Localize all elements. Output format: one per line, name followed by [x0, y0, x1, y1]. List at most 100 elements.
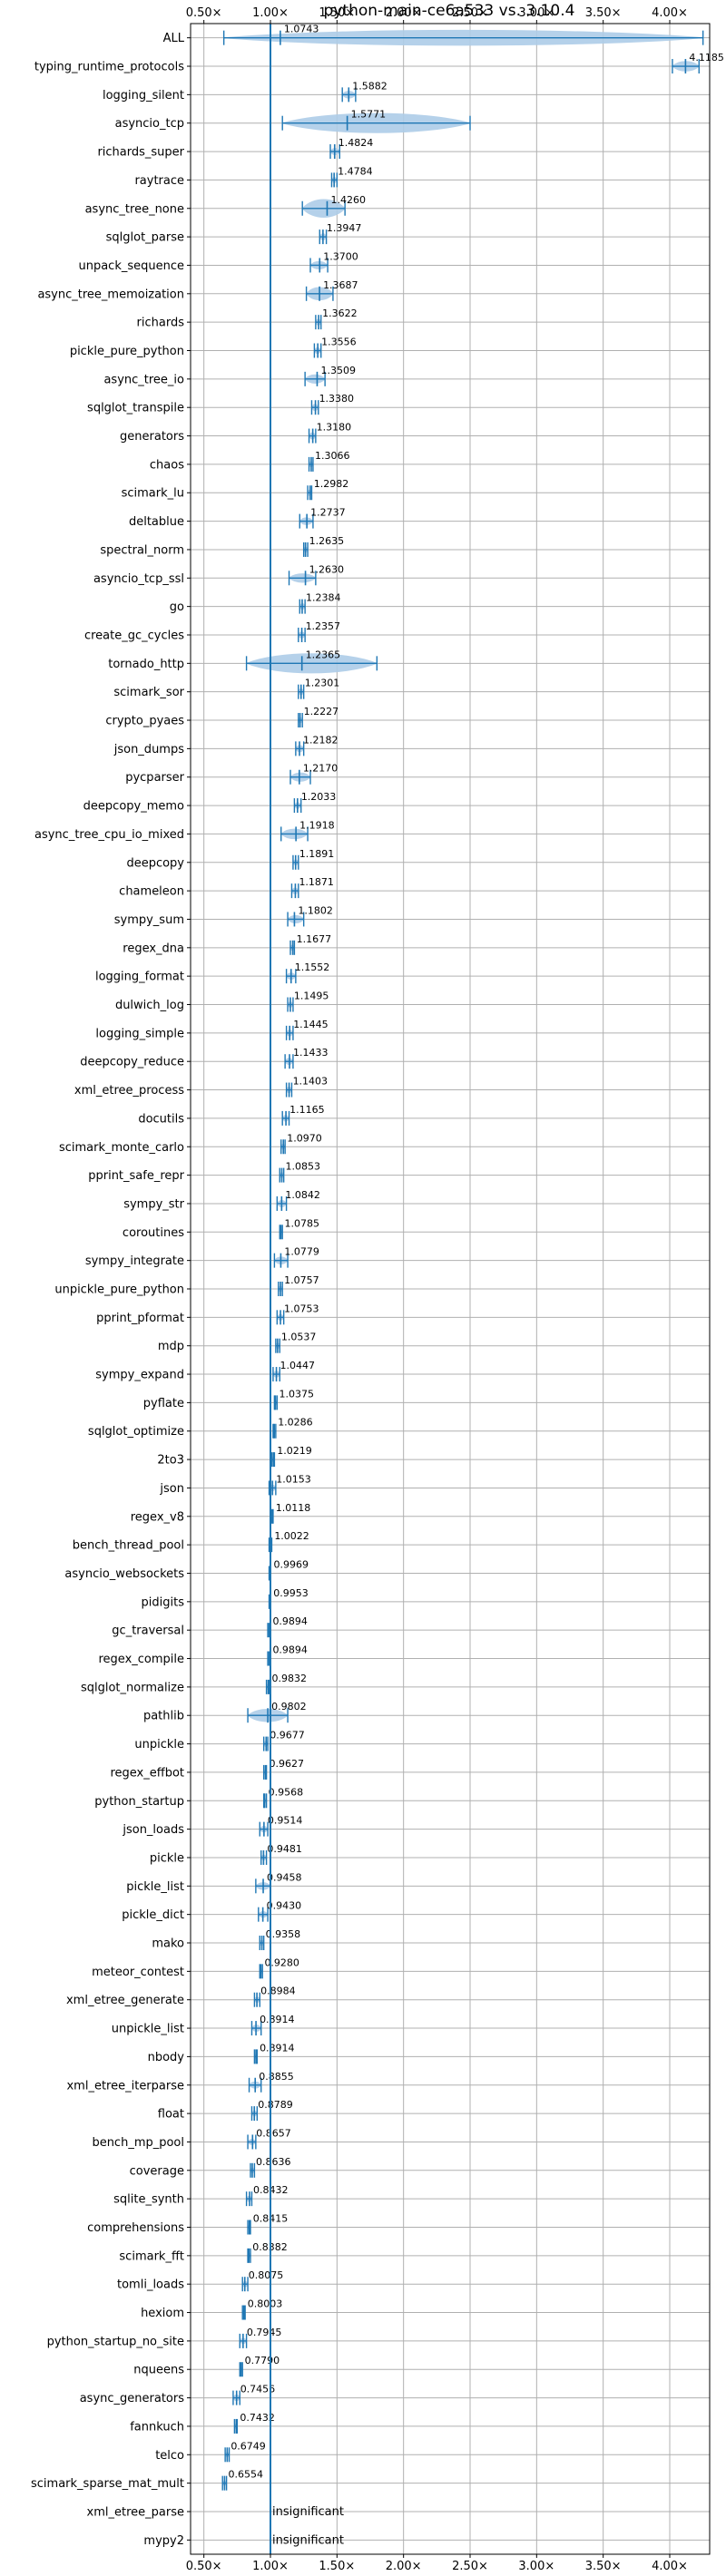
benchmark-label: regex_dna [123, 942, 184, 955]
benchmark-label: pickle_dict [122, 1908, 184, 1922]
benchmark-label: unpickle [134, 1738, 184, 1751]
value-label: 1.1495 [294, 990, 329, 1002]
benchmark-label: sqlite_synth [113, 2193, 184, 2207]
value-label: 1.1433 [293, 1047, 329, 1059]
value-label: 1.4260 [330, 194, 366, 206]
value-label: 1.1552 [295, 961, 330, 973]
benchmark-label: coverage [130, 2164, 184, 2178]
benchmark-label: asyncio_websockets [64, 1567, 184, 1581]
value-label: 4.1185 [689, 52, 724, 63]
x-tick-label-bottom: 3.00× [518, 2560, 554, 2573]
benchmark-label: fannkuch [130, 2420, 184, 2434]
value-label: 0.9894 [272, 1644, 308, 1656]
benchmark-label: sympy_integrate [85, 1254, 184, 1268]
benchmark-label: logging_silent [103, 89, 184, 102]
benchmark-label: xml_etree_process [74, 1084, 184, 1098]
x-tick-label-bottom: 0.50× [186, 2560, 222, 2573]
benchmark-label: async_tree_cpu_io_mixed [34, 828, 184, 842]
value-label: 1.0743 [284, 24, 319, 35]
value-label: 1.2182 [303, 734, 338, 746]
value-label: 0.8789 [258, 2099, 293, 2111]
value-label: 0.9627 [270, 1758, 305, 1770]
benchmark-label: deepcopy_memo [83, 800, 184, 814]
benchmark-label: xml_etree_generate [66, 1994, 184, 2007]
value-label: 1.0375 [280, 1388, 315, 1400]
benchmark-label: nqueens [133, 2364, 184, 2377]
benchmark-label: deepcopy [126, 856, 184, 870]
benchmark-label: comprehensions [87, 2221, 184, 2235]
benchmark-label: asyncio_tcp [115, 117, 184, 131]
benchmark-label: float [158, 2108, 184, 2122]
benchmark-label: richards_super [97, 146, 184, 160]
benchmark-label: dulwich_log [115, 999, 184, 1012]
value-label: 0.8914 [260, 2014, 295, 2025]
value-label: 1.3700 [323, 250, 358, 262]
benchmark-label: pickle [150, 1851, 184, 1865]
x-tick-label-top: 1.50× [319, 6, 355, 20]
value-label: 1.0219 [277, 1445, 312, 1457]
value-label: 1.0286 [278, 1417, 313, 1429]
value-label: 0.9832 [272, 1673, 308, 1684]
benchmark-label: async_generators [80, 2392, 185, 2405]
benchmark-label: scimark_sor [113, 686, 184, 699]
x-tick-label-top: 3.50× [585, 6, 622, 20]
benchmark-label: scimark_lu [122, 487, 184, 501]
value-label: 1.0447 [280, 1360, 316, 1371]
benchmark-label: python_startup_no_site [47, 2335, 184, 2348]
benchmark-label: xml_etree_iterparse [66, 2079, 184, 2093]
value-label: 0.9953 [273, 1587, 309, 1599]
value-label: 0.9430 [267, 1900, 302, 1912]
benchmark-label: chameleon [119, 885, 184, 899]
value-label: 0.9481 [267, 1843, 302, 1855]
benchmark-label: pidigits [142, 1595, 185, 1609]
value-label: 1.3180 [317, 422, 352, 434]
value-label: 0.8984 [260, 1986, 296, 1997]
value-label: 1.0757 [284, 1274, 319, 1286]
benchmark-label: mdp [158, 1340, 184, 1353]
benchmark-label: ALL [163, 32, 185, 45]
benchmark-label: deepcopy_reduce [80, 1056, 184, 1069]
benchmark-label: docutils [138, 1112, 184, 1126]
benchmark-label: meteor_contest [92, 1966, 184, 1979]
benchmark-label: async_tree_memoization [37, 288, 184, 301]
value-label: 0.8855 [259, 2071, 294, 2083]
value-label: 1.1802 [298, 904, 333, 916]
x-tick-label-top: 3.00× [518, 6, 554, 20]
value-label: 1.3066 [315, 450, 350, 462]
x-tick-label-bottom: 1.00× [252, 2560, 289, 2573]
value-label: 1.0537 [281, 1332, 317, 1343]
benchmark-label: asyncio_tcp_ssl [93, 572, 184, 586]
value-label: 1.0118 [276, 1502, 311, 1514]
benchmark-label: chaos [150, 458, 184, 472]
benchmark-label: create_gc_cycles [84, 629, 184, 642]
value-label: 1.2301 [305, 678, 340, 689]
benchmark-label: json_dumps [113, 743, 184, 756]
benchmark-label: python_startup [94, 1795, 184, 1809]
x-tick-label-top: 4.00× [652, 6, 688, 20]
value-label: 1.3687 [323, 279, 358, 291]
x-tick-label-bottom: 2.00× [386, 2560, 422, 2573]
benchmark-label: sqlglot_optimize [88, 1425, 184, 1439]
value-label: 1.0970 [287, 1132, 322, 1144]
x-tick-label-bottom: 4.00× [652, 2560, 688, 2573]
insignificant-label: insignificant [272, 2533, 344, 2547]
benchmark-label: spectral_norm [100, 543, 184, 557]
benchmark-label: go [170, 600, 184, 614]
value-label: 0.7432 [240, 2412, 275, 2424]
benchmark-label: unpickle_list [112, 2023, 184, 2036]
benchmark-label: crypto_pyaes [105, 715, 184, 728]
value-label: 1.1403 [293, 1076, 329, 1088]
value-label: 1.1871 [299, 876, 334, 888]
x-tick-label-bottom: 1.50× [319, 2560, 355, 2573]
benchmark-label: unpack_sequence [78, 259, 184, 273]
benchmark-label: hexiom [141, 2307, 184, 2320]
value-label: 1.0153 [276, 1473, 311, 1485]
benchmark-label: richards [137, 317, 185, 330]
value-label: 1.3622 [322, 307, 358, 319]
x-tick-label-top: 1.00× [252, 6, 289, 20]
value-label: 1.2033 [301, 791, 337, 803]
benchmark-label: scimark_fft [119, 2249, 184, 2263]
value-label: 0.9514 [268, 1815, 303, 1827]
value-label: 1.1891 [299, 848, 335, 860]
